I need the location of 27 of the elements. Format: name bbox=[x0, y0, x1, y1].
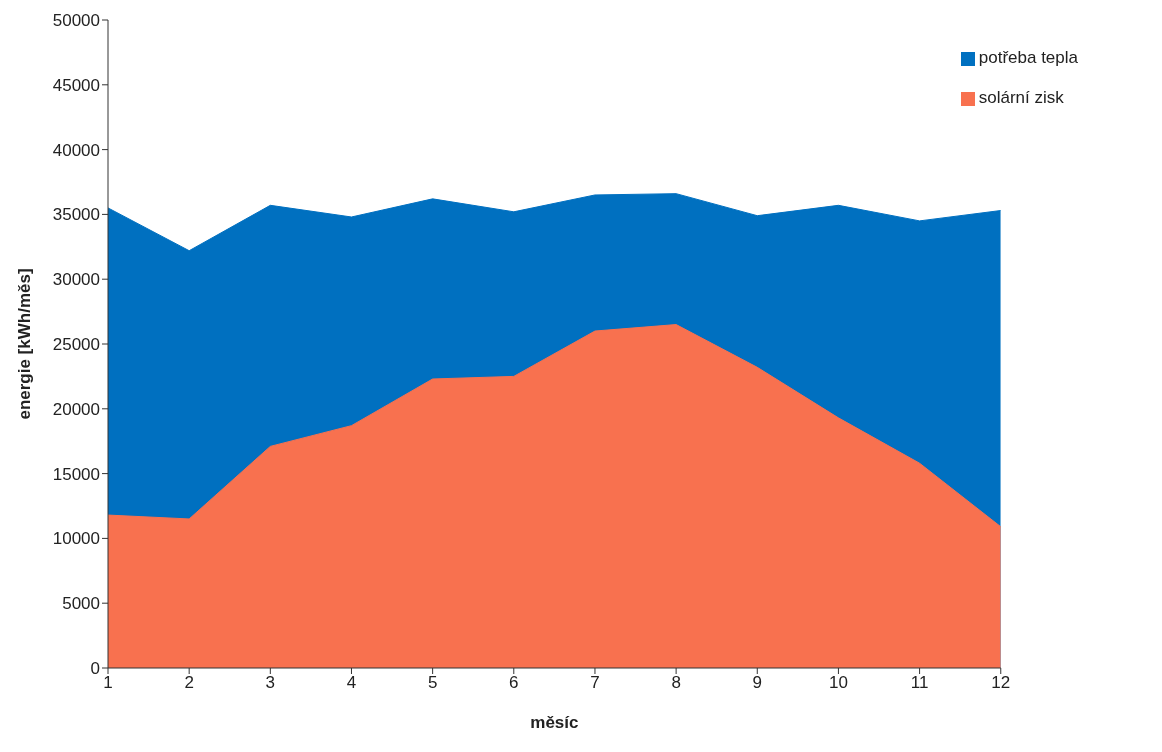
y-tick-label: 50000 bbox=[52, 11, 100, 31]
y-tick-label: 40000 bbox=[52, 140, 100, 160]
y-tick-label: 5000 bbox=[62, 594, 100, 614]
x-tick-label: 8 bbox=[671, 673, 681, 693]
y-tick-label: 15000 bbox=[52, 464, 100, 484]
y-tick-label: 0 bbox=[90, 659, 100, 679]
x-tick-label: 12 bbox=[991, 673, 1011, 693]
y-tick-label: 30000 bbox=[52, 270, 100, 290]
y-tick-label: 20000 bbox=[52, 399, 100, 419]
x-tick-label: 2 bbox=[184, 673, 194, 693]
y-tick-label: 10000 bbox=[52, 529, 100, 549]
x-tick-label: 4 bbox=[346, 673, 357, 693]
x-tick-label: 7 bbox=[590, 673, 600, 693]
x-tick-label: 9 bbox=[752, 673, 763, 693]
y-tick-label: 45000 bbox=[52, 75, 100, 95]
x-tick-label: 10 bbox=[828, 673, 848, 693]
legend-label: solární zisk bbox=[978, 88, 1064, 107]
y-tick-label: 25000 bbox=[52, 335, 100, 355]
legend-label: potřeba tepla bbox=[978, 48, 1078, 67]
x-tick-label: 1 bbox=[103, 673, 113, 693]
x-axis-title: měsíc bbox=[530, 713, 579, 733]
x-tick-label: 6 bbox=[509, 673, 519, 693]
y-tick-label: 35000 bbox=[52, 205, 100, 225]
y-axis-title: energie [kWh/měs] bbox=[15, 268, 35, 420]
x-tick-label: 5 bbox=[427, 673, 438, 693]
x-tick-label: 3 bbox=[265, 673, 276, 693]
x-tick-label: 11 bbox=[910, 673, 929, 693]
